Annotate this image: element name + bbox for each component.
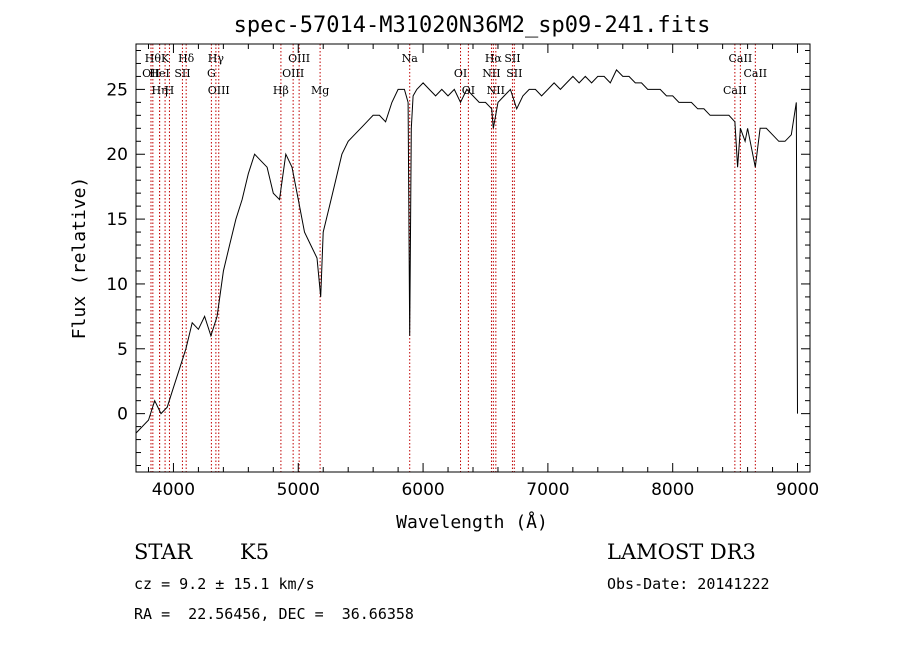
- line-label: Na: [402, 52, 419, 65]
- line-label: OI: [454, 67, 467, 80]
- line-label: Hγ: [208, 52, 225, 65]
- line-label: OII: [142, 67, 160, 80]
- line-label: G: [207, 67, 216, 80]
- x-tick-label: 8000: [651, 480, 694, 500]
- x-tick-label: 6000: [401, 480, 444, 500]
- line-label: Hβ: [273, 84, 289, 97]
- line-label: CaII: [743, 67, 767, 80]
- y-tick-label: 0: [117, 405, 128, 425]
- line-markers: [150, 44, 756, 472]
- x-tick-label: 7000: [526, 480, 569, 500]
- x-tick-label: 5000: [277, 480, 320, 500]
- x-axis: 4000 5000 6000 7000 8000 9000: [147, 44, 819, 500]
- y-tick-label: 5: [117, 340, 128, 360]
- redshift-velocity: cz = 9.2 ± 15.1 km/s: [134, 575, 315, 593]
- y-tick-label: 20: [106, 145, 128, 165]
- plot-frame: [135, 43, 811, 473]
- x-tick-label: 9000: [776, 480, 819, 500]
- line-label: HeI: [149, 67, 169, 80]
- survey-name: LAMOST DR3: [607, 540, 756, 564]
- star-class: STAR: [134, 540, 193, 564]
- star-subclass: K5: [240, 540, 270, 564]
- line-label: Hδ: [178, 52, 195, 65]
- line-label: Mg: [311, 84, 329, 97]
- line-label: H: [165, 84, 175, 97]
- line-label: OIII: [282, 67, 304, 80]
- line-label: Hη: [151, 84, 167, 97]
- y-tick-label: 10: [106, 275, 128, 295]
- line-label: CaII: [729, 52, 753, 65]
- y-axis-label: Flux (relative): [69, 177, 90, 340]
- observation-date: Obs-Date: 20141222: [607, 575, 770, 593]
- x-tick-label: 4000: [152, 480, 195, 500]
- line-label: NII: [487, 84, 505, 97]
- x-axis-label: Wavelength (Å): [396, 511, 548, 533]
- line-label: SII: [174, 67, 190, 80]
- line-label: SII: [504, 52, 520, 65]
- line-label: OIII: [288, 52, 310, 65]
- y-axis: 0 5 10 15 20 25: [106, 49, 810, 467]
- chart-title: spec-57014-M31020N36M2_sp09-241.fits: [234, 13, 711, 38]
- y-tick-label: 15: [106, 210, 128, 230]
- y-tick-label: 25: [106, 80, 128, 100]
- line-label: SII: [506, 67, 522, 80]
- coordinates: RA = 22.56456, DEC = 36.66358: [134, 605, 414, 623]
- line-label: OIII: [208, 84, 230, 97]
- line-label: CaII: [723, 84, 747, 97]
- spectrum-line: [135, 69, 798, 434]
- line-label: NII: [482, 67, 500, 80]
- line-label: Hα: [485, 52, 503, 65]
- line-label: Hθ: [145, 52, 162, 65]
- line-label: K: [161, 52, 170, 65]
